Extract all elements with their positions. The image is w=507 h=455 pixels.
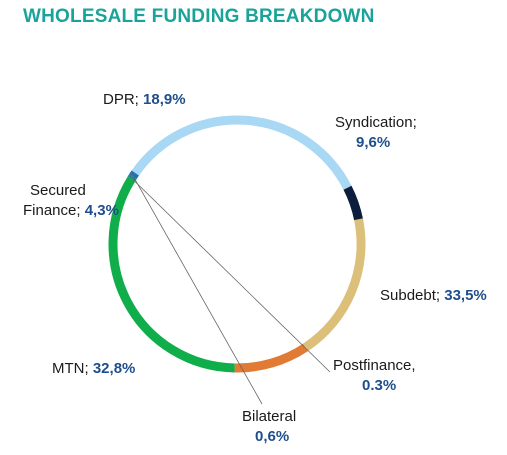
chart-title: WHOLESALE FUNDING BREAKDOWN	[23, 6, 375, 27]
label-postfinance-value: 0.3%	[362, 377, 396, 394]
label-bilateral-name: Bilateral	[242, 408, 296, 425]
slice-labels: DPR; 18,9% Syndication; 9,6% Subdebt; 33…	[23, 91, 487, 445]
slice-bilateral	[128, 170, 140, 180]
label-secured-finance-value: 4,3%	[85, 202, 119, 219]
slice-postfinance	[127, 174, 137, 182]
leader-line-postfinance	[129, 175, 331, 373]
leader-line-bilateral	[131, 173, 263, 405]
label-secured-finance-line2: Finance; 4,3%	[23, 202, 119, 219]
label-mtn-name: MTN; 32,8%	[52, 360, 135, 377]
label-syndication-value: 9,6%	[356, 134, 390, 151]
label-syndication-name: Syndication;	[335, 114, 417, 131]
label-dpr-value: 18,9%	[143, 91, 186, 108]
slice-subdebt	[108, 176, 235, 373]
label-bilateral-value: 0,6%	[255, 428, 289, 445]
leader-lines	[129, 173, 331, 405]
donut-slices	[108, 115, 366, 373]
slice-dpr	[302, 218, 366, 352]
slice-secured-finance	[343, 185, 363, 221]
label-mtn-value: 32,8%	[93, 360, 136, 377]
label-postfinance-name: Postfinance,	[333, 357, 416, 374]
label-secured-finance-line1: Secured	[30, 182, 86, 199]
label-subdebt-value: 33,5%	[444, 287, 487, 304]
label-dpr-name: DPR; 18,9%	[103, 91, 186, 108]
slice-syndication	[234, 343, 308, 373]
label-subdebt-name: Subdebt; 33,5%	[380, 287, 487, 304]
slice-mtn	[131, 115, 352, 190]
